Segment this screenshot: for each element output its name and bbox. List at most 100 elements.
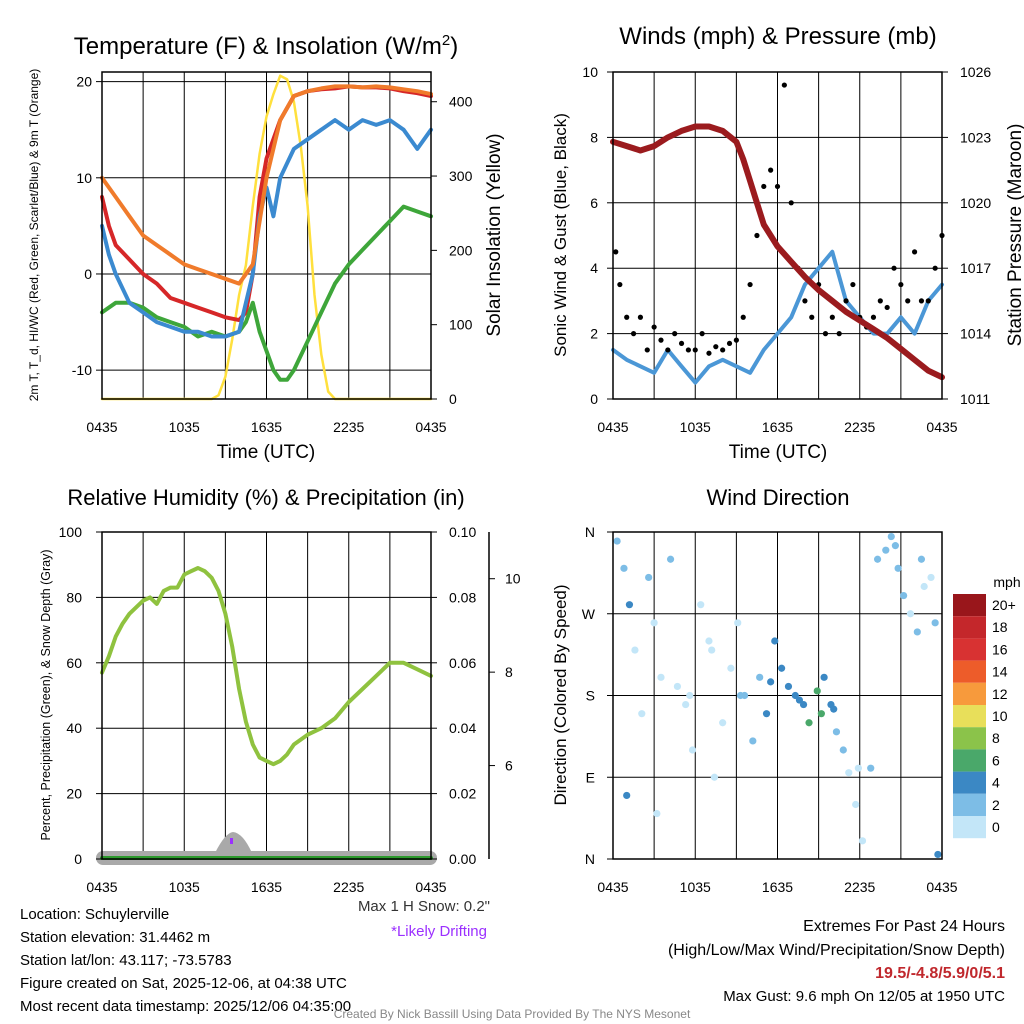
right-tick-label: 100 [449, 317, 473, 333]
winds-ylabel-left: Sonic Wind & Gust (Blue, Black) [551, 113, 570, 357]
gust-point [754, 232, 760, 239]
direction-point [873, 555, 882, 563]
legend-swatch [953, 727, 986, 750]
x-tick-label: 1635 [762, 419, 793, 435]
legend-swatch [953, 660, 986, 683]
extremes-title: Extremes For Past 24 Hours [803, 918, 1005, 935]
y-tick-label: 20 [76, 74, 92, 90]
series-line [100, 204, 433, 382]
gust-point [843, 298, 849, 304]
snow-tick-label: 6 [505, 758, 513, 774]
direction-point [820, 673, 828, 681]
gust-point [781, 82, 787, 88]
gust-point [774, 183, 781, 190]
pressure-line [610, 123, 945, 381]
legend-swatch [953, 793, 986, 816]
y-tick-label: 6 [590, 195, 598, 211]
rh-line [100, 566, 433, 767]
legend-label: 16 [992, 641, 1008, 657]
y-tick-label: 40 [66, 720, 82, 736]
y-tick-label: 60 [66, 655, 82, 671]
legend-label: 6 [992, 752, 1000, 768]
humidity-ylabel-left: Percent, Precipitation (Green), & Snow D… [39, 549, 53, 840]
gust-point [836, 331, 842, 337]
direction-tick-label: W [582, 606, 596, 622]
legend-label: 14 [992, 664, 1008, 680]
legend-label: 8 [992, 730, 1000, 746]
precip-tick-label: 0.06 [449, 655, 476, 671]
credit-line: Created By Nick Bassill Using Data Provi… [333, 1007, 691, 1021]
legend-swatch [953, 705, 986, 728]
direction-point [710, 773, 719, 781]
direction-point [631, 646, 639, 654]
wind-direction-title: Wind Direction [706, 485, 849, 510]
direction-point [931, 619, 939, 627]
right-tick-label: 1014 [960, 326, 991, 342]
gust-point [925, 298, 931, 304]
legend-label: 4 [992, 775, 1000, 791]
precip-tick-label: 0.10 [449, 524, 476, 540]
direction-point [736, 691, 745, 700]
max-snow-note: Max 1 H Snow: 0.2" [358, 898, 490, 915]
right-tick-label: 1023 [960, 129, 991, 145]
direction-point [771, 637, 779, 645]
direction-point [697, 601, 705, 609]
gust-point [905, 298, 911, 304]
direction-tick-label: N [585, 524, 595, 540]
gust-point [720, 347, 726, 353]
x-tick-label: 1635 [251, 419, 282, 435]
gust-point [637, 314, 644, 320]
direction-point [623, 791, 631, 800]
gust-point [665, 347, 671, 353]
gust-point [733, 337, 739, 343]
direction-tick-label: S [586, 688, 595, 704]
gust-point [678, 340, 685, 347]
max-gust-label: Max Gust: 9.6 mph On 12/05 at 1950 UTC [723, 988, 1005, 1005]
direction-point [805, 719, 813, 727]
gust-point [624, 314, 630, 320]
gust-point [870, 314, 877, 320]
y-tick-label: 10 [582, 64, 598, 80]
y-tick-label: 4 [590, 260, 598, 276]
direction-point [688, 746, 697, 754]
created-label: Figure created on Sat, 2025-12-06, at 04… [20, 975, 347, 992]
direction-point [767, 678, 775, 686]
recent-data-label: Most recent data timestamp: 2025/12/06 0… [20, 998, 352, 1015]
direction-point [894, 564, 902, 572]
latlon-label: Station lat/lon: 43.117; -73.5783 [20, 952, 232, 969]
drifting-marker [230, 838, 233, 844]
legend-swatch [953, 682, 986, 705]
gust-point [726, 340, 733, 347]
winds-title: Winds (mph) & Pressure (mb) [619, 23, 936, 50]
gust-point [644, 347, 650, 353]
direction-tick-label: N [585, 851, 595, 867]
direction-point [832, 728, 841, 736]
gust-point [822, 331, 829, 337]
direction-point [708, 646, 716, 654]
gust-point [613, 249, 619, 255]
legend-swatch [953, 594, 986, 617]
x-tick-label: 2235 [844, 419, 875, 435]
direction-point [653, 809, 661, 818]
direction-point [887, 532, 895, 541]
x-tick-label: 0435 [926, 879, 957, 895]
winds-xlabel: Time (UTC) [729, 442, 828, 463]
direction-point [900, 591, 908, 600]
legend-label: 2 [992, 797, 1000, 813]
legend-label: 20+ [992, 597, 1016, 613]
insolation-ylabel-right: Solar Insolation (Yellow) [484, 133, 505, 336]
direction-point [784, 682, 793, 691]
direction-point [756, 673, 764, 681]
temperature-xlabel: Time (UTC) [217, 442, 316, 463]
x-tick-label: 0435 [926, 419, 957, 435]
temperature-plot-frame [101, 71, 432, 400]
direction-point [927, 573, 935, 582]
gust-point [802, 298, 808, 304]
precip-tick-label: 0.02 [449, 786, 476, 802]
humidity-title: Relative Humidity (%) & Precipitation (i… [67, 485, 464, 510]
gust-point [699, 331, 705, 337]
location-label: Location: Schuylerville [20, 906, 170, 923]
x-tick-label: 1035 [169, 879, 200, 895]
gust-point [747, 281, 753, 288]
